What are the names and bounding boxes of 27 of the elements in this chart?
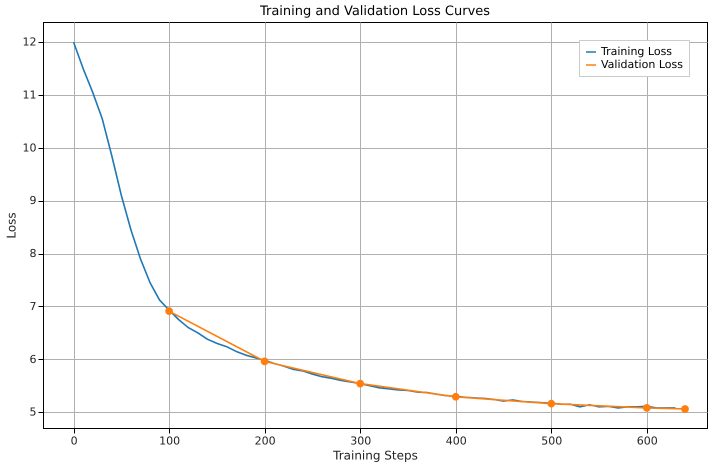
x-tick-label: 100	[159, 434, 180, 448]
y-tick-label: 12	[22, 36, 36, 49]
x-tick-label: 400	[446, 434, 467, 448]
legend-label: Training Loss	[600, 45, 672, 58]
x-tick-label: 500	[541, 434, 562, 448]
point	[260, 358, 269, 366]
x-axis-title: Training Steps	[332, 448, 418, 462]
point	[165, 307, 173, 316]
point	[547, 400, 556, 408]
point	[642, 404, 651, 412]
y-tick-label: 8	[30, 247, 36, 260]
y-tick-label: 10	[22, 141, 36, 154]
y-axis-title: Loss	[4, 212, 19, 239]
y-tick-label: 5	[30, 406, 36, 419]
point	[356, 380, 364, 388]
point	[452, 392, 460, 401]
y-tick-label: 11	[22, 88, 36, 102]
x-tick-label: 0	[70, 434, 78, 448]
x-tick-label: 200	[254, 434, 276, 448]
x-tick-label: 600	[636, 434, 658, 448]
point	[681, 405, 689, 413]
y-tick-label: 9	[30, 194, 36, 208]
y-tick-label: 7	[30, 300, 36, 313]
y-tick-label: 6	[30, 352, 36, 366]
legend-label: Validation Loss	[601, 58, 684, 71]
x-tick-label: 300	[350, 434, 372, 448]
chart-title: Training and Validation Loss Curves	[258, 4, 490, 19]
